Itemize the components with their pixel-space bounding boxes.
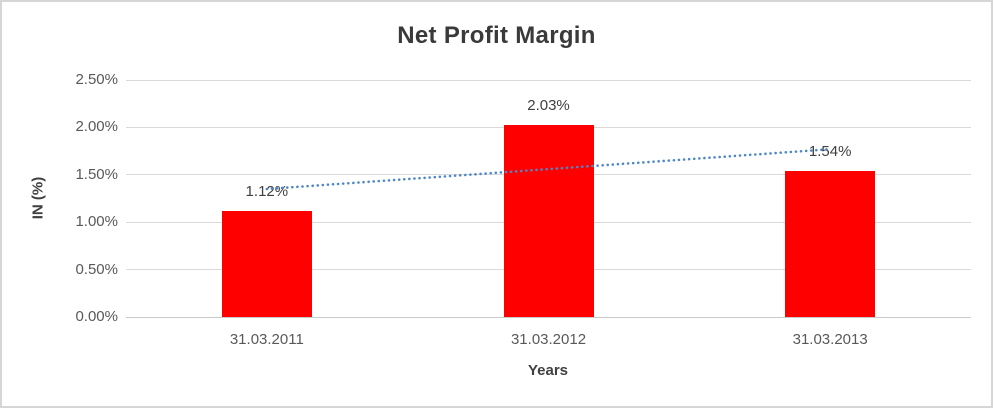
y-tick-label: 1.00% [75, 213, 118, 231]
y-tick-label: 2.50% [75, 71, 118, 88]
x-tick-label: 31.03.2013 [792, 331, 868, 348]
bar-value-label: 1.54% [808, 143, 852, 161]
y-tick-label: 0.00% [75, 308, 118, 325]
bar-value-label: 1.12% [245, 182, 289, 200]
y-tick-label: 1.50% [75, 165, 118, 183]
bar-31.03.2011 [221, 210, 312, 317]
y-tick-label: 2.00% [75, 118, 118, 136]
gridline [126, 79, 971, 81]
y-tick-label: 0.50% [75, 260, 118, 278]
x-axis-title: Years [527, 362, 569, 379]
bar-value-label: 2.03% [527, 96, 570, 114]
x-tick-label: 31.03.2011 [229, 331, 304, 348]
plot-area: 1.12% 2.03% 1.54% [126, 79, 971, 318]
chart-title: Net Profit Margin [397, 22, 596, 49]
gridline [126, 316, 971, 318]
bar-31.03.2012 [503, 124, 594, 317]
bar-31.03.2013 [785, 171, 876, 317]
x-tick-label: 31.03.2012 [510, 331, 587, 348]
